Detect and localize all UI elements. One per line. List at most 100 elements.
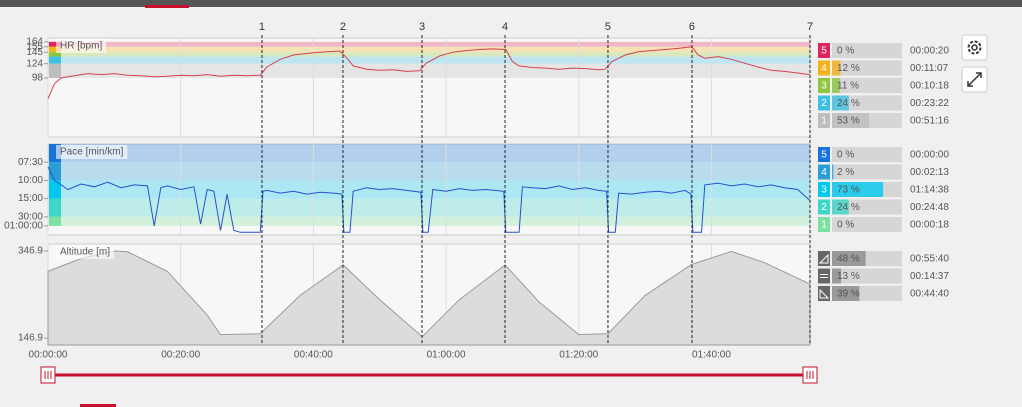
- zone-bar: [832, 251, 866, 266]
- settings-button[interactable]: [961, 34, 988, 61]
- x-tick-label: 00:40:00: [294, 350, 333, 361]
- range-slider[interactable]: [40, 366, 818, 384]
- zone-swatch: [818, 95, 830, 111]
- zone-label: 2: [821, 98, 827, 109]
- zone-bar: [832, 268, 842, 284]
- zone-icon-glyph: [820, 274, 828, 278]
- plot-background: [47, 37, 811, 138]
- zone-strip: [49, 41, 61, 47]
- y-tick-label: 146.9: [18, 333, 43, 344]
- zone-swatch: [818, 43, 830, 58]
- zone-time: 01:14:38: [910, 185, 949, 196]
- zone-band: [48, 52, 810, 57]
- x-tick-label: 01:20:00: [559, 350, 598, 361]
- y-tick-label: 164: [26, 36, 43, 47]
- data-area: [47, 250, 811, 346]
- panel-title-bg: [56, 39, 107, 53]
- plot-background: [47, 143, 811, 236]
- zone-label: 3: [821, 81, 827, 92]
- y-tick-label: 30:00: [18, 211, 43, 222]
- zone-time: 00:00:20: [910, 46, 949, 57]
- zone-icon-glyph: [819, 288, 830, 299]
- bottom-tab[interactable]: [80, 404, 116, 407]
- panel-title: Pace [min/km]: [60, 147, 124, 158]
- zone-swatch: [818, 164, 830, 180]
- zone-strip: [49, 52, 61, 57]
- zone-band: [48, 41, 810, 47]
- zone-label: 3: [821, 185, 827, 196]
- zone-percent: 12 %: [837, 63, 860, 74]
- zone-bar-bg: [832, 199, 902, 215]
- zone-band: [48, 180, 810, 199]
- x-tick-label: 00:20:00: [161, 350, 200, 361]
- zone-bar: [832, 95, 849, 111]
- x-tick-label: 00:00:00: [29, 350, 68, 361]
- y-tick-label: 01:00:00: [4, 221, 43, 232]
- y-tick-label: 07:30: [18, 157, 43, 168]
- zone-time: 00:51:16: [910, 116, 949, 127]
- panel-title-bg: [56, 145, 128, 159]
- zone-bar-bg: [832, 60, 902, 76]
- y-tick-label: 15:00: [18, 193, 43, 204]
- zone-strip: [49, 162, 61, 181]
- lap-label: 3: [419, 21, 425, 33]
- zone-strip: [49, 56, 61, 64]
- zone-band: [48, 63, 810, 78]
- zone-swatch: [818, 60, 830, 76]
- zone-bar: [832, 78, 840, 93]
- zone-time: 00:14:37: [910, 271, 949, 282]
- zone-bar: [832, 60, 841, 76]
- zone-bar-bg: [832, 95, 902, 111]
- zone-label: 2: [821, 202, 827, 213]
- zone-strip: [49, 198, 61, 217]
- zone-percent: 24 %: [837, 98, 860, 109]
- y-tick-label: 124: [26, 58, 43, 69]
- zone-bar: [832, 164, 834, 180]
- zone-time: 00:44:40: [910, 289, 949, 300]
- zone-bar: [832, 199, 849, 215]
- zone-time: 00:10:18: [910, 81, 949, 92]
- zone-bar: [832, 182, 884, 197]
- zone-percent: 11 %: [837, 81, 859, 92]
- zone-band: [48, 162, 810, 181]
- zone-label: 1: [821, 220, 827, 231]
- zone-icon: [818, 268, 830, 284]
- zone-label: 1: [821, 116, 827, 127]
- y-tick-label: 346.9: [18, 246, 43, 257]
- x-tick-label: 01:40:00: [692, 350, 731, 361]
- zone-time: 00:00:00: [910, 150, 949, 161]
- zone-swatch: [818, 199, 830, 215]
- zone-swatch: [818, 78, 830, 93]
- zone-strip: [49, 46, 61, 53]
- y-tick-label: 155: [26, 41, 43, 52]
- zone-percent: 48 %: [837, 254, 860, 265]
- zone-percent: 2 %: [837, 167, 854, 178]
- zone-bar-bg: [832, 268, 902, 284]
- panel-title-bg: [56, 245, 115, 259]
- lap-label: 5: [605, 21, 611, 33]
- zone-strip: [49, 216, 61, 226]
- zone-time: 00:55:40: [910, 254, 949, 265]
- zone-label: 4: [821, 63, 827, 74]
- active-tab[interactable]: [145, 5, 189, 8]
- zone-swatch: [818, 147, 830, 162]
- zone-percent: 24 %: [837, 202, 860, 213]
- zone-percent: 0 %: [837, 150, 854, 161]
- expand-button[interactable]: [961, 66, 988, 93]
- zone-band: [48, 144, 810, 163]
- zone-swatch: [818, 113, 830, 128]
- data-line: [47, 46, 810, 99]
- x-tick-label: 01:00:00: [427, 350, 466, 361]
- zone-bar-bg: [832, 147, 902, 162]
- zone-bar: [832, 286, 860, 301]
- y-tick-label: 10:00: [18, 175, 43, 186]
- zone-bar-bg: [832, 164, 902, 180]
- zone-strip: [49, 63, 61, 78]
- zone-time: 00:24:48: [910, 202, 949, 213]
- zone-label: 5: [821, 150, 827, 161]
- zone-time: 00:11:07: [910, 63, 949, 74]
- zone-band: [48, 46, 810, 53]
- lap-label: 1: [259, 21, 265, 33]
- lap-label: 4: [502, 21, 508, 33]
